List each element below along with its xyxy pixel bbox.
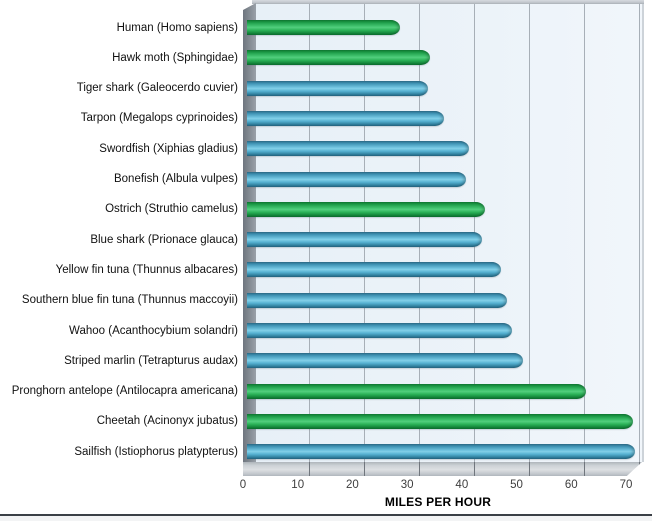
chart-bar — [247, 50, 431, 66]
window-bottom-margin — [0, 516, 652, 521]
plot-area — [247, 4, 644, 462]
chart-bar — [247, 444, 636, 460]
category-label: Southern blue fin tuna (Thunnus maccoyii… — [21, 294, 238, 307]
x-tick-label: 60 — [564, 479, 578, 491]
x-axis-title: MILES PER HOUR — [384, 495, 492, 509]
chart-bar — [247, 353, 524, 369]
category-label: Yellow fin tuna (Thunnus albacares) — [55, 263, 238, 276]
category-label: Ostrich (Struthio camelus) — [105, 203, 238, 216]
chart-bar — [247, 80, 428, 96]
chart-bar — [247, 323, 513, 338]
category-label: Tarpon (Megalops cyprinoides) — [80, 112, 238, 125]
x-tick-label: 70 — [619, 479, 633, 491]
category-label: Sailfish (Istiophorus platypterus) — [74, 445, 238, 458]
x-tick-label: 20 — [346, 479, 359, 491]
x-tick-label: 40 — [455, 479, 469, 491]
x-tick-label: 10 — [291, 479, 305, 491]
axis-tick — [364, 462, 365, 476]
gridline-50 — [529, 4, 530, 462]
chart-bar — [247, 383, 587, 399]
chart-bar — [247, 141, 469, 157]
chart-back-wall-top-edge — [252, 0, 644, 4]
category-label: Pronghorn antelope (Antilocapra american… — [11, 385, 238, 398]
chart-bar — [247, 201, 485, 217]
category-label: Wahoo (Acanthocybium solandri) — [69, 324, 238, 337]
category-label: Bonefish (Albula vulpes) — [113, 173, 238, 185]
gridline-60 — [584, 4, 585, 462]
axis-tick — [419, 462, 420, 476]
chart-bar — [247, 413, 633, 429]
chart-floor — [243, 462, 642, 476]
x-tick-label: 50 — [510, 479, 523, 491]
chart-bar — [247, 110, 444, 126]
category-label: Hawk moth (Sphingidae) — [112, 51, 238, 64]
chart-bar — [247, 232, 483, 248]
axis-tick — [584, 462, 585, 476]
x-tick-label: 30 — [400, 479, 414, 491]
axis-tick — [474, 462, 475, 476]
chart-bar — [247, 262, 502, 278]
category-label: Swordfish (Xiphias gladius) — [99, 142, 238, 155]
category-label: Cheetah (Acinonyx jubatus) — [96, 415, 238, 428]
axis-tick — [529, 462, 530, 476]
category-label: Blue shark (Prionace glauca) — [90, 233, 238, 246]
chart-bar — [247, 292, 507, 308]
chart-bar — [247, 20, 401, 35]
axis-tick — [639, 462, 640, 476]
category-label: Human (Homo sapiens) — [116, 21, 238, 34]
window-bottom-border — [0, 514, 652, 516]
x-tick-label: 0 — [239, 479, 247, 491]
category-label: Striped marlin (Tetrapturus audax) — [64, 354, 238, 367]
gridline-70 — [639, 4, 640, 462]
chart-bar — [247, 171, 466, 187]
axis-tick — [309, 462, 310, 476]
category-label: Tiger shark (Galeocerdo cuvier) — [76, 82, 238, 95]
